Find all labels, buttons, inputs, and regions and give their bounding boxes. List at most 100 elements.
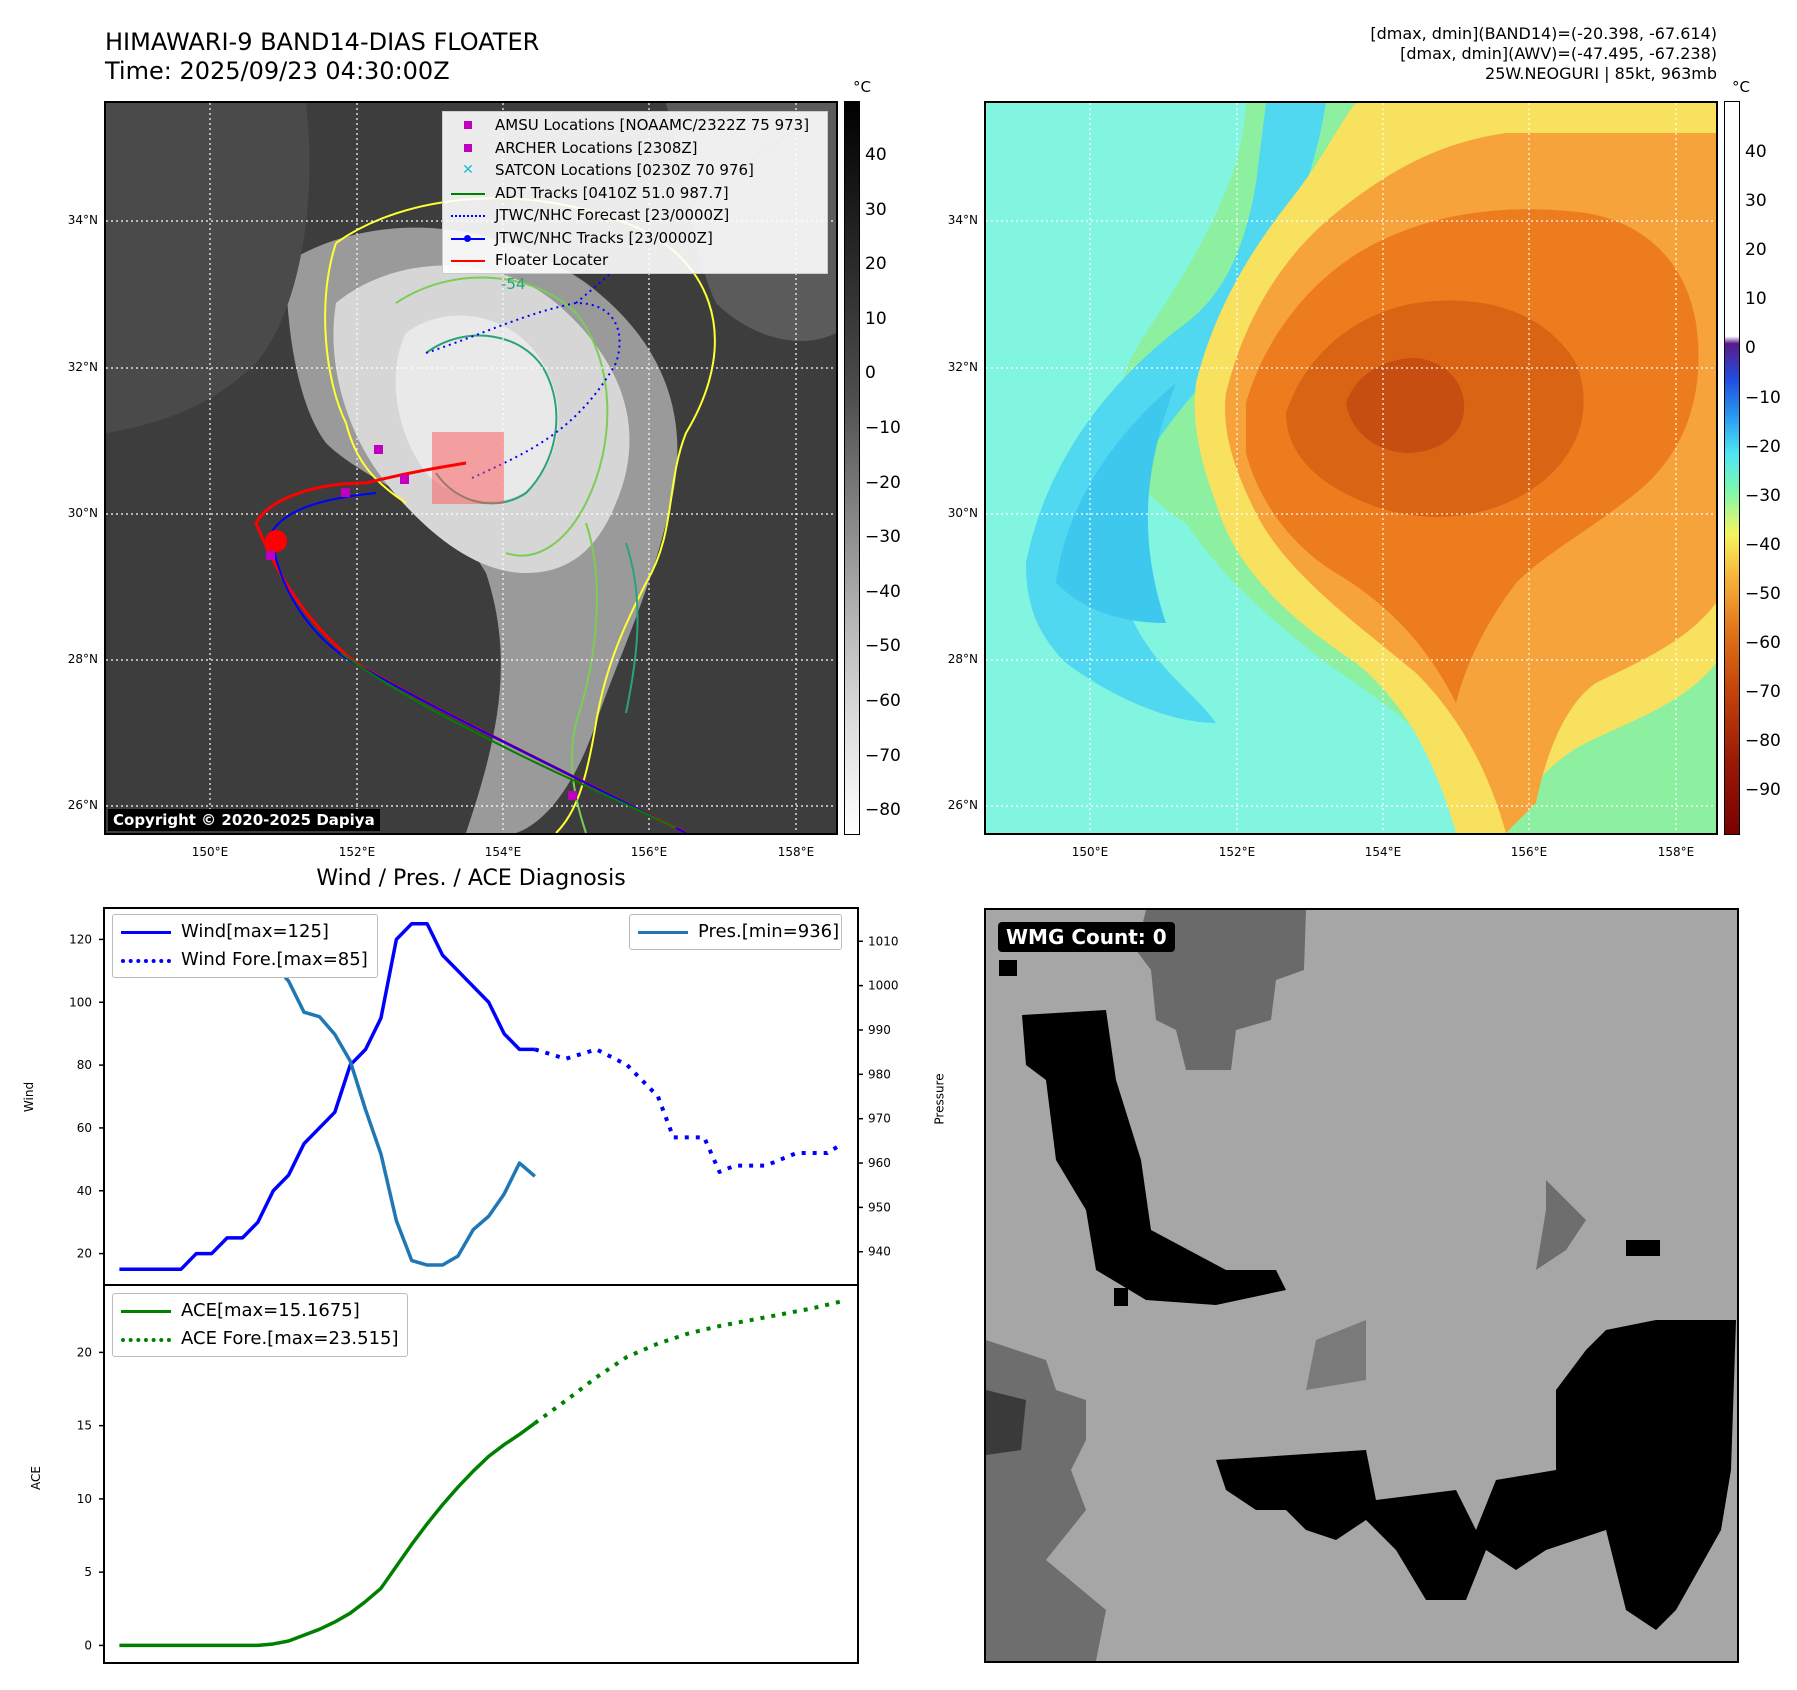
wind-forecast-series-line xyxy=(534,1047,844,1174)
awv-colorbar-tick: −50 xyxy=(1745,583,1781,604)
ir-colorbar-tick: −80 xyxy=(865,800,901,821)
ir-colorbar-tick: −20 xyxy=(865,472,901,493)
x-marker-icon: ✕ xyxy=(462,162,474,179)
lat-tick-label: 34°N xyxy=(67,213,98,227)
lat-tick-label: 32°N xyxy=(67,360,98,374)
ir-colorbar-tick: 30 xyxy=(865,199,887,220)
awv-colorbar-tick: 10 xyxy=(1745,289,1767,310)
awv-colorbar xyxy=(1724,101,1740,835)
ace-tick-label: 15 xyxy=(77,1419,92,1433)
wind-axis-label: Wind xyxy=(22,1081,37,1113)
ir-colorbar-unit: °C xyxy=(853,78,871,96)
copyright-label: Copyright © 2020-2025 Dapiya xyxy=(108,809,380,831)
page-title: HIMAWARI-9 BAND14-DIAS FLOATER xyxy=(105,28,540,56)
ir-colorbar-tick: −40 xyxy=(865,581,901,602)
dotted-line-icon xyxy=(121,1334,171,1344)
ace-series-line xyxy=(119,1421,536,1648)
ir-colorbar-tick: −70 xyxy=(865,745,901,766)
ir-colorbar-tick: −10 xyxy=(865,418,901,438)
info-band14: [dmax, dmin](BAND14)=(-20.398, -67.614) xyxy=(1370,24,1717,43)
lat-tick-label: 28°N xyxy=(67,652,98,666)
awv-gridlines xyxy=(986,103,1716,833)
lon-tick-label: 156°E xyxy=(630,845,668,859)
wind-tick-label: 40 xyxy=(77,1184,92,1198)
awv-colorbar-tick: −20 xyxy=(1745,436,1781,457)
diagnosis-chart: 1201008060402010101000990980970960950940… xyxy=(69,907,899,1664)
legend-item-ace-forecast: ACE Fore.[max=23.515] xyxy=(121,1325,399,1353)
amsu-markers xyxy=(266,445,577,800)
lon-tick-label: 150°E xyxy=(191,845,229,859)
ace-tick-label: 0 xyxy=(84,1638,92,1652)
pressure-tick-label: 990 xyxy=(868,1023,891,1037)
page-timestamp: Time: 2025/09/23 04:30:00Z xyxy=(105,57,450,85)
wind-tick-label: 20 xyxy=(77,1247,92,1261)
ace-axis-label: ACE xyxy=(28,1466,43,1490)
awv-colorbar-tick: 0 xyxy=(1745,338,1756,359)
ace-tick-label: 10 xyxy=(77,1492,92,1506)
ace-forecast-series-line xyxy=(533,1299,844,1425)
legend-item-pressure: Pres.[min=936] xyxy=(638,918,839,946)
awv-colorbar-tick: −70 xyxy=(1745,682,1781,703)
awv-colorbar-tick: −90 xyxy=(1745,780,1781,801)
square-marker-icon xyxy=(451,115,485,135)
lat-tick-label: 26°N xyxy=(67,798,98,812)
legend-item-satcon: ✕ SATCON Locations [0230Z 70 976] xyxy=(451,159,819,182)
adt-track xyxy=(340,652,677,829)
legend-item-ace: ACE[max=15.1675] xyxy=(121,1297,399,1325)
awv-colorbar-unit: °C xyxy=(1732,78,1750,96)
solid-line-icon xyxy=(451,250,485,270)
wind-tick-label: 60 xyxy=(77,1121,92,1135)
awv-colorbar-tick: 30 xyxy=(1745,191,1767,212)
lat-tick-label: 34°N xyxy=(947,213,978,227)
ir-colorbar-tick: 0 xyxy=(865,363,876,384)
legend-item-wind-forecast: Wind Fore.[max=85] xyxy=(121,946,369,974)
lon-tick-label: 156°E xyxy=(1510,845,1548,859)
awv-colorbar-tick: −30 xyxy=(1745,485,1781,506)
pressure-tick-label: 940 xyxy=(868,1245,891,1259)
solid-line-icon xyxy=(451,183,485,203)
dotted-line-icon xyxy=(121,955,171,965)
awv-colorbar-tick: −10 xyxy=(1745,387,1781,408)
ir-colorbar xyxy=(844,101,860,835)
ir-colorbar-tick: 40 xyxy=(865,145,887,165)
ir-gridlines xyxy=(106,103,836,833)
info-awv: [dmax, dmin](AWV)=(-47.495, -67.238) xyxy=(1400,44,1717,63)
legend-item-wind: Wind[max=125] xyxy=(121,918,369,946)
lon-tick-label: 152°E xyxy=(1218,845,1256,859)
wind-series-line xyxy=(119,921,535,1272)
wind-tick-label: 120 xyxy=(69,932,92,946)
lon-tick-label: 154°E xyxy=(1364,845,1402,859)
lon-tick-label: 158°E xyxy=(777,845,815,859)
pressure-tick-label: 1000 xyxy=(868,979,899,993)
wind-tick-label: 100 xyxy=(69,995,92,1009)
legend-item-amsu: AMSU Locations [NOAAMC/2322Z 75 973] xyxy=(451,114,819,137)
ir-colorbar-tick: −50 xyxy=(865,636,901,657)
pressure-tick-label: 950 xyxy=(868,1200,891,1214)
wind-legend: Wind[max=125] Wind Fore.[max=85] xyxy=(112,914,378,978)
awv-colorbar-tick: 40 xyxy=(1745,142,1767,162)
pressure-tick-label: 1010 xyxy=(868,934,899,948)
legend-item-jtwc-tracks: JTWC/NHC Tracks [23/0000Z] xyxy=(451,227,819,250)
ace-axes-frame xyxy=(103,1284,859,1664)
pressure-axis-label: Pressure xyxy=(932,1073,947,1125)
ace-legend: ACE[max=15.1675] ACE Fore.[max=23.515] xyxy=(112,1293,408,1357)
awv-map-image xyxy=(986,103,1716,833)
solid-line-icon xyxy=(638,927,688,937)
lat-tick-label: 26°N xyxy=(947,798,978,812)
info-storm: 25W.NEOGURI | 85kt, 963mb xyxy=(1485,64,1717,83)
lat-tick-label: 30°N xyxy=(947,506,978,520)
awv-colorbar-tick: −40 xyxy=(1745,534,1781,555)
solid-line-icon xyxy=(121,927,171,937)
pressure-series-line xyxy=(119,930,537,1267)
ir-colorbar-tick: −60 xyxy=(865,691,901,711)
ir-colorbar-tick: 20 xyxy=(865,254,887,275)
dotted-line-icon xyxy=(451,205,485,225)
lat-tick-label: 32°N xyxy=(947,360,978,374)
contour-label: -54 xyxy=(501,275,526,293)
lon-tick-label: 152°E xyxy=(338,845,376,859)
wmg-image xyxy=(986,910,1737,1661)
legend-item-jtwc-forecast: JTWC/NHC Forecast [23/0000Z] xyxy=(451,204,819,227)
solid-line-icon xyxy=(121,1306,171,1316)
pressure-tick-label: 970 xyxy=(868,1112,891,1126)
ace-tick-label: 20 xyxy=(77,1345,92,1359)
